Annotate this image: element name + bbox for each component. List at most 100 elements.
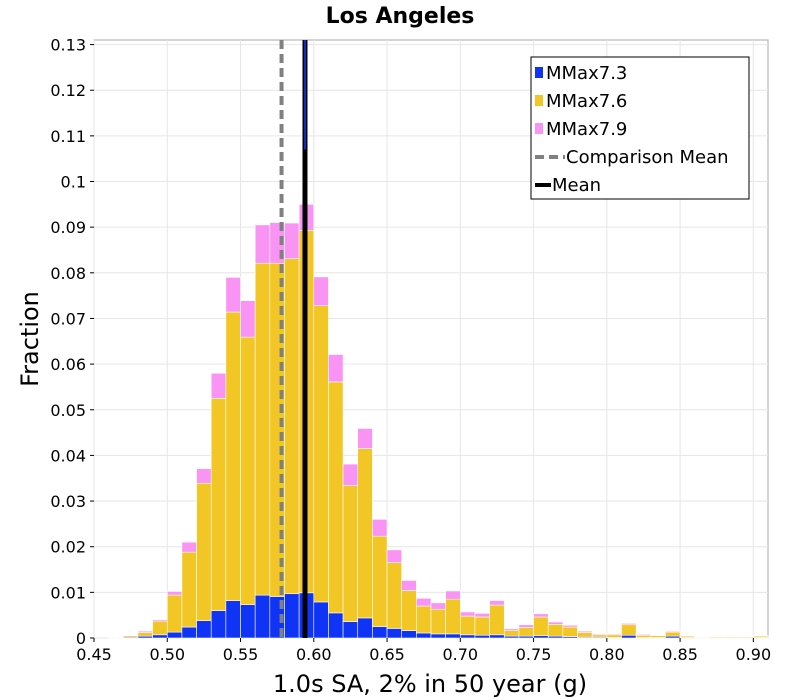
y-tick-label: 0.09 bbox=[50, 218, 86, 237]
bar-mmax7-9 bbox=[210, 372, 227, 399]
legend-swatch bbox=[535, 123, 543, 134]
bar-mmax7-6 bbox=[166, 594, 183, 633]
y-tick-label: 0.11 bbox=[50, 127, 86, 146]
x-tick-label: 0.85 bbox=[662, 645, 698, 664]
bar-mmax7-3 bbox=[254, 594, 271, 639]
y-tick-label: 0.13 bbox=[50, 36, 86, 55]
bar-mmax7-6 bbox=[518, 627, 534, 637]
bar-mmax7-3 bbox=[342, 621, 359, 639]
bar-mmax7-6 bbox=[621, 624, 637, 636]
bar-mmax7-3 bbox=[210, 610, 227, 639]
bar-mmax7-9 bbox=[166, 591, 183, 596]
bar-mmax7-6 bbox=[635, 634, 652, 638]
x-axis-label: 1.0s SA, 2% in 50 year (g) bbox=[273, 670, 587, 698]
x-ticks: 0.45 0.50 0.55 0.60 0.65 0.70 0.75 0.80 0.85 0.90 bbox=[76, 638, 771, 664]
legend-swatch bbox=[535, 67, 543, 78]
bar-mmax7-9 bbox=[313, 276, 329, 306]
y-tick-label: 0 bbox=[76, 629, 86, 648]
bar-mmax7-6 bbox=[460, 615, 476, 636]
x-tick-label: 0.55 bbox=[223, 645, 259, 664]
bar-mmax7-6 bbox=[401, 590, 417, 631]
bar-mmax7-6 bbox=[430, 608, 446, 635]
legend: MMax7.3 MMax7.6 MMax7.9 Comparison Mean Mean bbox=[530, 56, 750, 200]
bar-mmax7-9 bbox=[401, 580, 417, 591]
bar-mmax7-3 bbox=[240, 604, 256, 639]
bar-mmax7-3 bbox=[474, 634, 490, 639]
bar-mmax7-6 bbox=[225, 311, 241, 601]
bar-mmax7-6 bbox=[562, 626, 578, 637]
legend-swatch bbox=[535, 95, 543, 106]
y-tick-label: 0.01 bbox=[50, 583, 86, 602]
bar-mmax7-6 bbox=[254, 262, 271, 596]
bar-mmax7-6 bbox=[240, 336, 256, 605]
bar-mmax7-9 bbox=[665, 630, 681, 633]
legend-label: Mean bbox=[552, 175, 601, 196]
bar-mmax7-9 bbox=[606, 633, 622, 636]
bar-mmax7-6 bbox=[313, 305, 329, 603]
x-tick-label: 0.65 bbox=[369, 645, 405, 664]
y-tick-label: 0.1 bbox=[61, 173, 86, 192]
legend-label: MMax7.3 bbox=[546, 63, 627, 84]
y-axis-label: Fraction bbox=[16, 291, 44, 387]
bar-mmax7-9 bbox=[547, 621, 564, 625]
bar-mmax7-3 bbox=[313, 601, 329, 639]
bar-mmax7-3 bbox=[416, 632, 432, 639]
x-tick-label: 0.60 bbox=[296, 645, 332, 664]
bar-mmax7-3 bbox=[401, 630, 417, 639]
bar-mmax7-3 bbox=[445, 633, 461, 639]
x-tick-label: 0.50 bbox=[149, 645, 185, 664]
y-tick-label: 0.07 bbox=[50, 309, 86, 328]
bar-mmax7-9 bbox=[254, 224, 271, 264]
x-tick-label: 0.90 bbox=[736, 645, 772, 664]
bar-mmax7-3 bbox=[181, 626, 197, 639]
bar-mmax7-3 bbox=[621, 634, 637, 639]
bar-mmax7-9 bbox=[533, 613, 549, 618]
bar-mmax7-9 bbox=[416, 597, 432, 607]
bar-mmax7-9 bbox=[474, 613, 490, 618]
bar-mmax7-9 bbox=[518, 624, 534, 628]
legend-label: Comparison Mean bbox=[566, 147, 729, 168]
bar-mmax7-6 bbox=[489, 604, 505, 636]
bar-mmax7-9 bbox=[445, 590, 461, 600]
bar-mmax7-6 bbox=[445, 598, 461, 635]
x-tick-label: 0.75 bbox=[516, 645, 552, 664]
y-tick-label: 0.03 bbox=[50, 492, 86, 511]
bar-mmax7-6 bbox=[284, 258, 300, 595]
bar-mmax7-9 bbox=[635, 634, 652, 636]
bar-mmax7-6 bbox=[196, 482, 212, 621]
bar-mmax7-3 bbox=[225, 600, 241, 639]
bar-mmax7-9 bbox=[386, 549, 402, 563]
bar-mmax7-9 bbox=[621, 623, 637, 626]
bar-mmax7-9 bbox=[503, 628, 520, 631]
bar-mmax7-3 bbox=[284, 593, 300, 639]
bar-mmax7-9 bbox=[137, 630, 153, 633]
bar-mmax7-9 bbox=[460, 611, 476, 617]
bar-mmax7-6 bbox=[416, 605, 432, 634]
x-tick-label: 0.70 bbox=[442, 645, 478, 664]
bar-mmax7-9 bbox=[152, 619, 168, 622]
bar-mmax7-6 bbox=[152, 620, 168, 636]
bar-mmax7-6 bbox=[342, 485, 359, 622]
y-tick-label: 0.08 bbox=[50, 264, 86, 283]
bar-mmax7-3 bbox=[460, 634, 476, 639]
y-tick-label: 0.12 bbox=[50, 81, 86, 100]
x-tick-label: 0.80 bbox=[589, 645, 625, 664]
bar-mmax7-6 bbox=[372, 535, 388, 627]
bar-mmax7-9 bbox=[342, 463, 359, 486]
bar-mmax7-9 bbox=[430, 602, 446, 610]
bar-mmax7-9 bbox=[328, 354, 344, 383]
mean-lines bbox=[279, 40, 308, 638]
x-tick-label: 0.45 bbox=[76, 645, 112, 664]
bar-mmax7-6 bbox=[503, 630, 520, 637]
legend-box bbox=[530, 56, 750, 200]
bar-mmax7-9 bbox=[196, 468, 212, 484]
bar-mmax7-3 bbox=[328, 612, 344, 639]
legend-label: MMax7.9 bbox=[546, 119, 627, 140]
bar-mmax7-6 bbox=[665, 631, 681, 637]
bar-mmax7-9 bbox=[489, 600, 505, 606]
bar-mmax7-3 bbox=[372, 626, 388, 639]
y-tick-label: 0.02 bbox=[50, 538, 86, 557]
bar-mmax7-6 bbox=[577, 632, 593, 638]
chart-title: Los Angeles bbox=[326, 4, 475, 29]
